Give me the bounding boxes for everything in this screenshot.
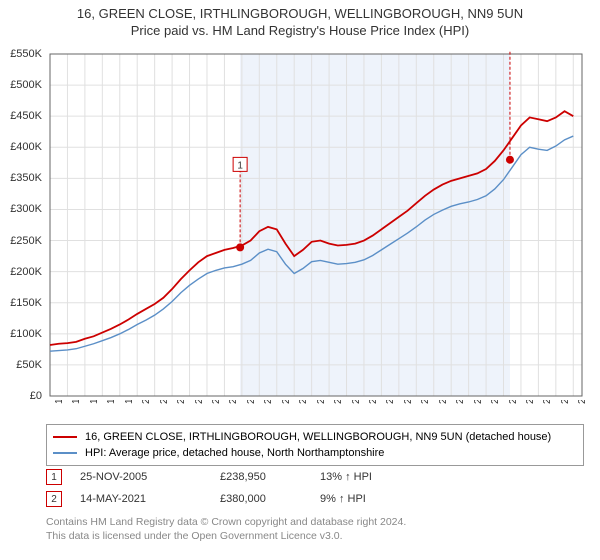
- y-tick-label: £550K: [2, 48, 42, 60]
- y-tick-label: £300K: [2, 203, 42, 215]
- line-chart-svg: 12: [46, 50, 586, 400]
- legend-item: 16, GREEN CLOSE, IRTHLINGBOROUGH, WELLIN…: [53, 429, 577, 445]
- legend-item: HPI: Average price, detached house, Nort…: [53, 445, 577, 461]
- y-tick-label: £150K: [2, 297, 42, 309]
- y-tick-label: £200K: [2, 266, 42, 278]
- y-tick-label: £400K: [2, 141, 42, 153]
- transaction-price: £238,950: [220, 471, 320, 483]
- y-tick-label: £450K: [2, 110, 42, 122]
- transaction-badge: 1: [46, 469, 62, 485]
- legend-label: HPI: Average price, detached house, Nort…: [85, 447, 384, 459]
- transaction-price: £380,000: [220, 493, 320, 505]
- transaction-markers: 1 25-NOV-2005£238,95013% ↑ HPI 2 14-MAY-202…: [46, 466, 420, 510]
- legend-swatch: [53, 452, 77, 454]
- svg-text:1: 1: [237, 160, 243, 171]
- footer-line-2: This data is licensed under the Open Gov…: [46, 530, 406, 544]
- legend-label: 16, GREEN CLOSE, IRTHLINGBOROUGH, WELLIN…: [85, 431, 551, 443]
- y-tick-label: £50K: [2, 359, 42, 371]
- transaction-date: 25-NOV-2005: [80, 471, 220, 483]
- transaction-badge: 2: [46, 491, 62, 507]
- y-tick-label: £500K: [2, 79, 42, 91]
- transaction-row: 1 25-NOV-2005£238,95013% ↑ HPI: [46, 466, 420, 488]
- legend: 16, GREEN CLOSE, IRTHLINGBOROUGH, WELLIN…: [46, 424, 584, 466]
- footer-attribution: Contains HM Land Registry data © Crown c…: [46, 516, 406, 543]
- chart-plot-area: 12: [46, 50, 586, 400]
- transaction-pct: 9% ↑ HPI: [320, 493, 420, 505]
- y-tick-label: £350K: [2, 172, 42, 184]
- transaction-date: 14-MAY-2021: [80, 493, 220, 505]
- title-line-2: Price paid vs. HM Land Registry's House …: [0, 23, 600, 38]
- transaction-pct: 13% ↑ HPI: [320, 471, 420, 483]
- transaction-row: 2 14-MAY-2021£380,0009% ↑ HPI: [46, 488, 420, 510]
- footer-line-1: Contains HM Land Registry data © Crown c…: [46, 516, 406, 530]
- legend-swatch: [53, 436, 77, 438]
- y-tick-label: £0: [2, 390, 42, 402]
- chart-title-block: 16, GREEN CLOSE, IRTHLINGBOROUGH, WELLIN…: [0, 0, 600, 38]
- y-tick-label: £250K: [2, 235, 42, 247]
- y-tick-label: £100K: [2, 328, 42, 340]
- title-line-1: 16, GREEN CLOSE, IRTHLINGBOROUGH, WELLIN…: [0, 6, 600, 21]
